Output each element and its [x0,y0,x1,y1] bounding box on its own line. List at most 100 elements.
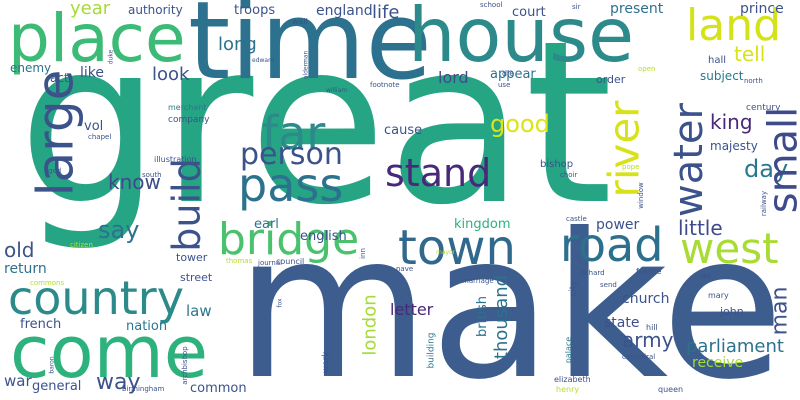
word-send: send [600,281,617,289]
word-look: look [152,64,190,85]
word-north: north [744,77,763,85]
word-hall: hall [708,55,727,66]
word-letter: letter [390,300,434,319]
word-century: century [746,103,781,113]
word-merchant: merchant [168,103,207,112]
word-thomas: thomas [226,257,253,265]
word-tell: tell [734,42,766,66]
word-birmingham: birmingham [122,385,165,393]
word-archbishop: archbishop [180,346,189,385]
word-chapel: chapel [88,133,112,141]
word-house: house [408,0,635,79]
word-elizabeth: elizabeth [554,375,591,384]
word-building: building [426,332,437,369]
word-majesty: majesty [710,139,758,153]
word-church: church [622,291,670,307]
word-order: order [596,73,626,86]
word-london: london [359,294,381,356]
word-build: build [164,158,209,252]
word-subject: subject [700,69,744,83]
word-nation: nation [126,319,168,334]
word-land: land [686,0,782,51]
word-journal: journal [258,259,283,267]
word-know: know [108,170,161,194]
word-open: open [638,65,656,73]
word-commons: commons [30,279,65,287]
word-castle: castle [566,215,587,223]
word-use: use [498,81,511,89]
word-cathedral: cathedral [622,353,656,361]
word-john: john [720,305,744,318]
word-act: act [50,71,69,85]
word-south: south [142,171,162,179]
word-railway: railway [760,190,769,217]
word-heir: heir [700,273,712,280]
word-window: window [636,182,645,209]
word-way: way [96,370,141,395]
word-court: court [512,5,546,20]
word-nave: nave [396,265,414,273]
word-law: law [186,302,212,320]
word-british: british [474,296,490,337]
word-man: man [767,286,793,336]
word-person: person [240,137,343,172]
word-sir: sir [572,3,581,11]
word-time: time [188,0,433,104]
word-prince: prince [740,1,784,17]
word-west: west [680,224,779,273]
word-small: small [760,106,800,214]
word-english: english [300,229,347,244]
word-say: say [98,216,140,244]
word-marriage: marriage [462,277,494,285]
word-country: country [8,271,184,325]
word-inn: inn [358,248,367,259]
word-work: work [321,351,332,374]
word-die: die [502,69,515,78]
word-company: company [168,115,210,125]
word-earl: earl [254,217,279,232]
word-general: general [32,379,82,394]
word-king: king [710,110,753,134]
word-edward: edward [252,57,275,64]
word-appear: appear [490,67,536,82]
word-william: william [326,87,348,94]
word-palace: palace [564,336,574,364]
word-army: army [622,328,674,352]
word-citizen: citizen [70,241,93,249]
word-parliament: parliament [686,336,784,357]
word-return: return [4,261,47,277]
word-common: common [190,381,247,396]
word-richard: richard [580,269,605,277]
word-mary: mary [708,291,729,300]
word-france: france [636,267,662,276]
word-tower: tower [176,251,208,264]
word-council: council [276,257,305,266]
word-duke: duke [107,49,115,65]
word-town: town [398,220,516,276]
word-vol: vol [84,119,104,134]
word-pass: pass [238,158,344,212]
word-fox: mayor [436,249,456,256]
word-state: state [604,315,640,331]
word-footnote: footnote [370,81,400,89]
word-power: power [596,217,640,233]
word-henry: henry [556,385,580,394]
word-french: french [20,317,62,332]
word-hill: hill [646,323,658,332]
word-enemy: enemy [10,61,52,75]
word-wall: wall [292,17,308,26]
word-mayor: fox [276,298,284,308]
word-little: little [678,216,723,240]
word-troops: troops [234,3,276,18]
word-god: god [48,167,62,175]
word-present: present [610,1,664,17]
word-road: road [560,218,664,272]
word-receive: receive [692,355,744,371]
word-year: year [70,0,111,19]
word-water: water [665,103,712,217]
word-choir: choir [560,171,578,179]
word-life: life [372,2,400,23]
word-city: city [568,280,579,297]
word-baron: baron [48,356,56,374]
